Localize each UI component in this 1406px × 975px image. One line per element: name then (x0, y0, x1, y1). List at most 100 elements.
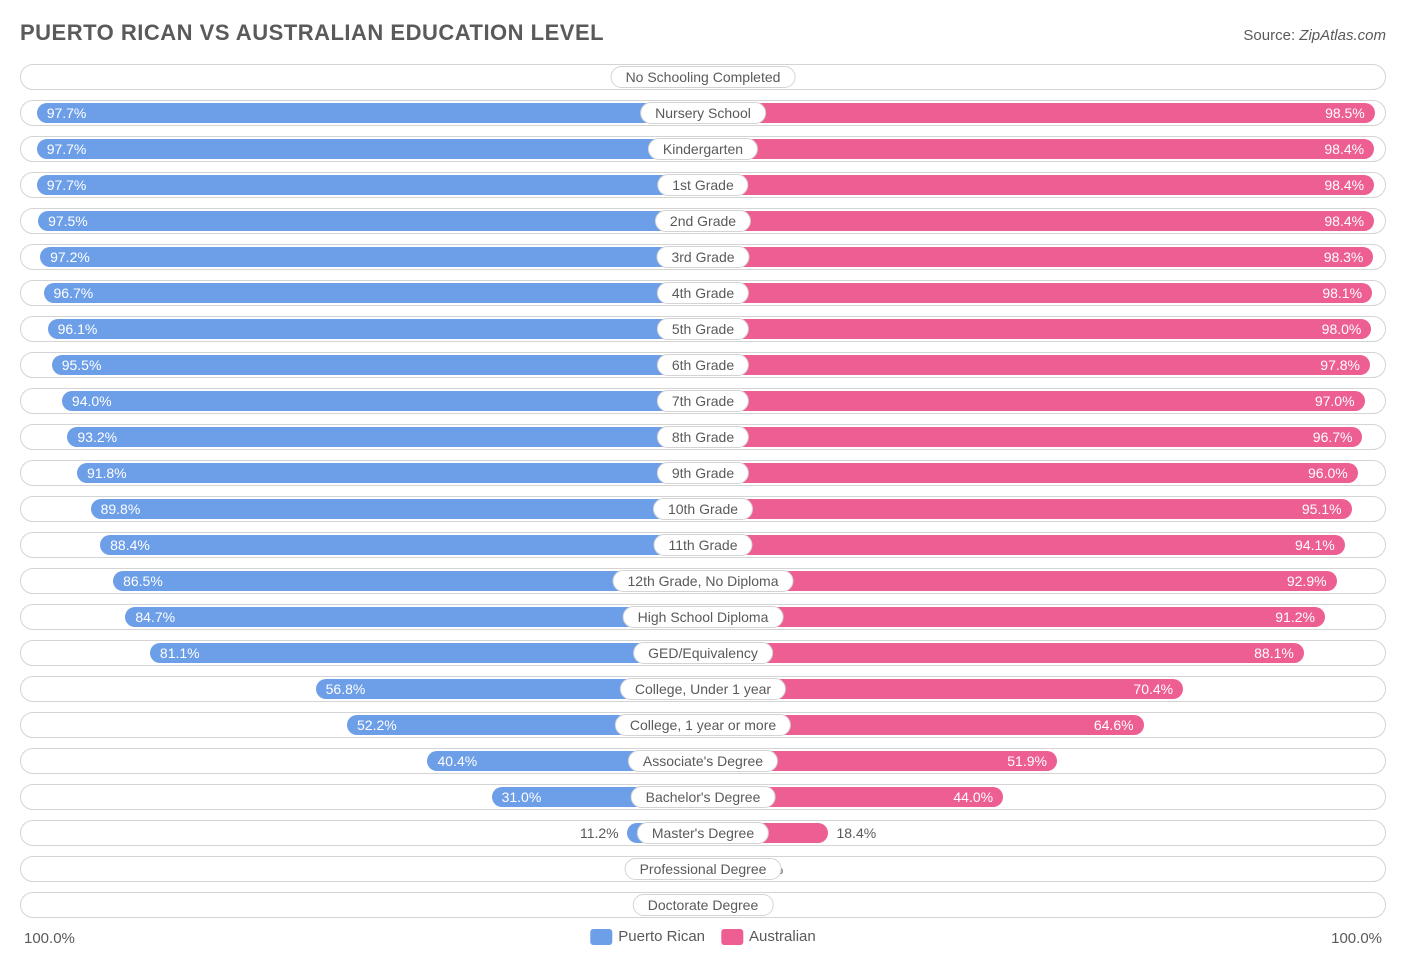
bar-value-right: 97.8% (1320, 355, 1360, 375)
bar-value-left: 31.0% (502, 787, 542, 807)
bar-value-right: 64.6% (1094, 715, 1134, 735)
bar-value-left: 11.2% (580, 821, 619, 845)
chart-row: 97.7%98.4%Kindergarten (20, 136, 1386, 162)
chart-row: 2.3%1.6%No Schooling Completed (20, 64, 1386, 90)
chart-row: 93.2%96.7%8th Grade (20, 424, 1386, 450)
chart-footer: 100.0% Puerto Rican Australian 100.0% (20, 928, 1386, 952)
bar-right: 98.0% (703, 319, 1371, 339)
bar-value-left: 88.4% (110, 535, 150, 555)
category-label: 1st Grade (657, 174, 748, 196)
bar-value-left: 97.2% (50, 247, 90, 267)
bar-value-left: 84.7% (135, 607, 175, 627)
bar-value-right: 98.4% (1324, 139, 1364, 159)
bar-left: 91.8% (77, 463, 703, 483)
bar-value-right: 44.0% (953, 787, 993, 807)
bar-value-right: 96.0% (1308, 463, 1348, 483)
axis-max-left: 100.0% (24, 930, 75, 947)
bar-value-left: 52.2% (357, 715, 397, 735)
bar-value-right: 98.5% (1325, 103, 1365, 123)
chart-title: PUERTO RICAN VS AUSTRALIAN EDUCATION LEV… (20, 20, 604, 46)
bar-right: 92.9% (703, 571, 1337, 591)
category-label: 9th Grade (657, 462, 749, 484)
bar-value-right: 94.1% (1295, 535, 1335, 555)
category-label: High School Diploma (623, 606, 784, 628)
chart-row: 40.4%51.9%Associate's Degree (20, 748, 1386, 774)
bar-left: 97.7% (37, 103, 703, 123)
chart-row: 84.7% 91.2%High School Diploma (20, 604, 1386, 630)
category-label: College, 1 year or more (615, 714, 791, 736)
bar-left: 89.8% (91, 499, 703, 519)
bar-right: 94.1% (703, 535, 1345, 555)
bar-value-left: 97.7% (47, 103, 87, 123)
legend-item-left: Puerto Rican (590, 928, 705, 945)
bar-value-left: 97.7% (47, 139, 87, 159)
chart-row: 31.0% 44.0% Bachelor's Degree (20, 784, 1386, 810)
category-label: Doctorate Degree (633, 894, 774, 916)
bar-left: 97.5% (38, 211, 703, 231)
bar-right: 98.4% (703, 175, 1374, 195)
chart-header: PUERTO RICAN VS AUSTRALIAN EDUCATION LEV… (20, 20, 1386, 46)
source-label: Source: (1243, 27, 1299, 44)
bar-value-right: 98.1% (1322, 283, 1362, 303)
legend: Puerto Rican Australian (590, 928, 815, 945)
bar-left: 84.7% (125, 607, 703, 627)
bar-left: 96.7% (44, 283, 703, 303)
axis-max-right: 100.0% (1331, 930, 1382, 947)
chart-row: 97.2%98.3%3rd Grade (20, 244, 1386, 270)
bar-value-left: 56.8% (326, 679, 366, 699)
category-label: 8th Grade (657, 426, 749, 448)
chart-row: 3.2%5.9%Professional Degree (20, 856, 1386, 882)
category-label: Professional Degree (625, 858, 782, 880)
bar-right: 98.3% (703, 247, 1373, 267)
chart-row: 1.4%2.4%Doctorate Degree (20, 892, 1386, 918)
chart-row: 88.4%94.1%11th Grade (20, 532, 1386, 558)
bar-right: 88.1% (703, 643, 1304, 663)
chart-row: 97.5%98.4%2nd Grade (20, 208, 1386, 234)
bar-value-left: 86.5% (123, 571, 163, 591)
legend-label-right: Australian (749, 928, 816, 945)
bar-value-left: 95.5% (62, 355, 102, 375)
bar-value-right: 98.4% (1324, 175, 1364, 195)
bar-value-right: 95.1% (1302, 499, 1342, 519)
category-label: 5th Grade (657, 318, 749, 340)
bar-right: 96.0% (703, 463, 1358, 483)
bar-left: 88.4% (100, 535, 703, 555)
bar-right: 97.8% (703, 355, 1370, 375)
bar-value-right: 51.9% (1007, 751, 1047, 771)
category-label: 4th Grade (657, 282, 749, 304)
bar-value-right: 96.7% (1313, 427, 1353, 447)
legend-item-right: Australian (721, 928, 816, 945)
category-label: 12th Grade, No Diploma (613, 570, 794, 592)
chart-row: 91.8% 96.0% 9th Grade (20, 460, 1386, 486)
chart-row: 95.5% 97.8% 6th Grade (20, 352, 1386, 378)
bar-left: 97.2% (40, 247, 703, 267)
bar-value-left: 81.1% (160, 643, 200, 663)
category-label: Bachelor's Degree (631, 786, 776, 808)
chart-row: 97.7%98.5%Nursery School (20, 100, 1386, 126)
bar-right: 96.7% (703, 427, 1362, 447)
bar-left: 97.7% (37, 139, 703, 159)
bar-right: 98.1% (703, 283, 1372, 303)
legend-swatch-right (721, 929, 743, 945)
category-label: Associate's Degree (628, 750, 778, 772)
bar-value-left: 96.7% (54, 283, 94, 303)
chart-row: 81.1%88.1%GED/Equivalency (20, 640, 1386, 666)
category-label: 2nd Grade (655, 210, 751, 232)
source-value: ZipAtlas.com (1299, 27, 1386, 44)
bar-left: 81.1% (150, 643, 703, 663)
chart-row: 94.0%97.0%7th Grade (20, 388, 1386, 414)
chart-row: 97.7% 98.4% 1st Grade (20, 172, 1386, 198)
legend-label-left: Puerto Rican (618, 928, 705, 945)
bar-right: 98.5% (703, 103, 1375, 123)
category-label: Master's Degree (637, 822, 769, 844)
bar-value-right: 97.0% (1315, 391, 1355, 411)
category-label: 10th Grade (653, 498, 753, 520)
bar-value-right: 88.1% (1254, 643, 1294, 663)
bar-left: 97.7% (37, 175, 703, 195)
category-label: 6th Grade (657, 354, 749, 376)
bar-right: 91.2% (703, 607, 1325, 627)
bar-right: 97.0% (703, 391, 1365, 411)
bar-value-left: 96.1% (58, 319, 98, 339)
bar-value-right: 98.0% (1322, 319, 1362, 339)
chart-source: Source: ZipAtlas.com (1243, 27, 1386, 44)
